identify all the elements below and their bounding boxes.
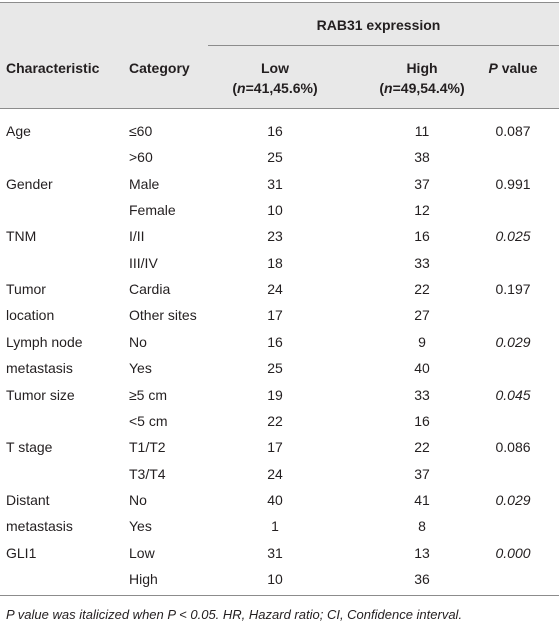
paren: ( [379,80,385,96]
high-count: 33 [414,386,430,403]
spanner-rule [208,45,559,46]
characteristic: T stage [6,439,53,456]
p-value: 0.197 [495,281,531,298]
characteristic: metastasis [6,518,73,535]
p-value: 0.000 [495,544,531,561]
category: Cardia [129,281,171,298]
header-rule [0,108,559,109]
characteristic: Tumor size [6,386,75,403]
header-low: Low [261,60,289,76]
high-count: 27 [414,307,430,324]
header-p: P value [488,60,537,76]
high-count: 9 [418,333,426,350]
paren: ( [232,80,238,96]
low-count: 17 [267,439,283,456]
high-count: 12 [414,202,430,219]
high-count: 16 [414,412,430,429]
category: ≤60 [129,123,153,139]
low-count: 25 [267,360,283,377]
bottom-rule [0,595,559,596]
high-count: 38 [414,149,430,166]
low-count: 22 [267,412,283,429]
high-count: 36 [414,570,430,587]
category: III/IV [129,254,158,271]
category: No [129,333,147,350]
category: I/II [129,228,145,245]
characteristic: Lymph node [6,333,83,350]
characteristic: metastasis [6,360,73,377]
low-count: 1 [271,518,279,535]
high-count: 16 [414,228,430,245]
category: Female [129,202,176,219]
low-count: 16 [267,123,283,139]
characteristic: Age [6,123,31,139]
category: Male [129,175,160,192]
header-characteristic: Characteristic [6,60,100,76]
low-count: 23 [267,228,283,245]
p-label: value [497,60,538,76]
header-low-count: (n=41,45.6%) [232,80,317,96]
spanner-title: RAB31 expression [316,17,441,33]
characteristic: GLI1 [6,544,37,561]
top-rule [0,2,559,3]
count: =49,54.4%) [392,80,465,96]
header-band [0,2,559,108]
category: <5 cm [129,412,168,429]
category: T3/T4 [129,465,166,482]
p-value: 0.087 [495,123,531,139]
n-symbol: n [384,80,393,96]
low-count: 19 [267,386,283,403]
category: High [129,570,158,587]
p-value: 0.029 [495,333,531,350]
low-count: 10 [267,570,283,587]
low-count: 16 [267,333,283,350]
p-value: 0.086 [495,439,531,456]
high-count: 33 [414,254,430,271]
high-count: 37 [414,465,430,482]
header-high: High [406,60,438,76]
high-count: 8 [418,518,426,535]
low-count: 40 [267,491,283,508]
high-count: 37 [414,175,430,192]
p-value: 0.029 [495,491,531,508]
category: Low [129,544,155,561]
high-count: 40 [414,360,430,377]
high-count: 22 [414,439,430,456]
header-category: Category [129,60,190,76]
high-count: 13 [414,544,430,561]
characteristic: TNM [6,228,37,245]
high-count: 11 [414,123,430,139]
category: Yes [129,360,152,377]
low-count: 24 [267,465,283,482]
footnote: P value was italicized when P < 0.05. HR… [6,607,463,622]
category: ≥5 cm [129,386,168,403]
low-count: 18 [267,254,283,271]
category: Other sites [129,307,197,324]
characteristic: Gender [6,175,53,192]
p-value: 0.991 [495,175,531,192]
high-count: 22 [414,281,430,298]
characteristic: Tumor [6,281,46,298]
n-symbol: n [237,80,246,96]
category: Yes [129,518,152,535]
category: T1/T2 [129,439,166,456]
low-count: 24 [267,281,283,298]
category: >60 [129,149,153,166]
low-count: 31 [267,175,283,192]
high-count: 41 [414,491,430,508]
characteristic: Distant [6,491,50,508]
p-value: 0.025 [495,228,531,245]
low-count: 25 [267,149,283,166]
p-value: 0.045 [495,386,531,403]
low-count: 10 [267,202,283,219]
p-symbol: P [488,60,498,76]
characteristic: location [6,307,55,324]
low-count: 31 [267,544,283,561]
category: No [129,491,147,508]
low-count: 17 [267,307,283,324]
header-high-count: (n=49,54.4%) [379,80,464,96]
count: =41,45.6%) [245,80,318,96]
